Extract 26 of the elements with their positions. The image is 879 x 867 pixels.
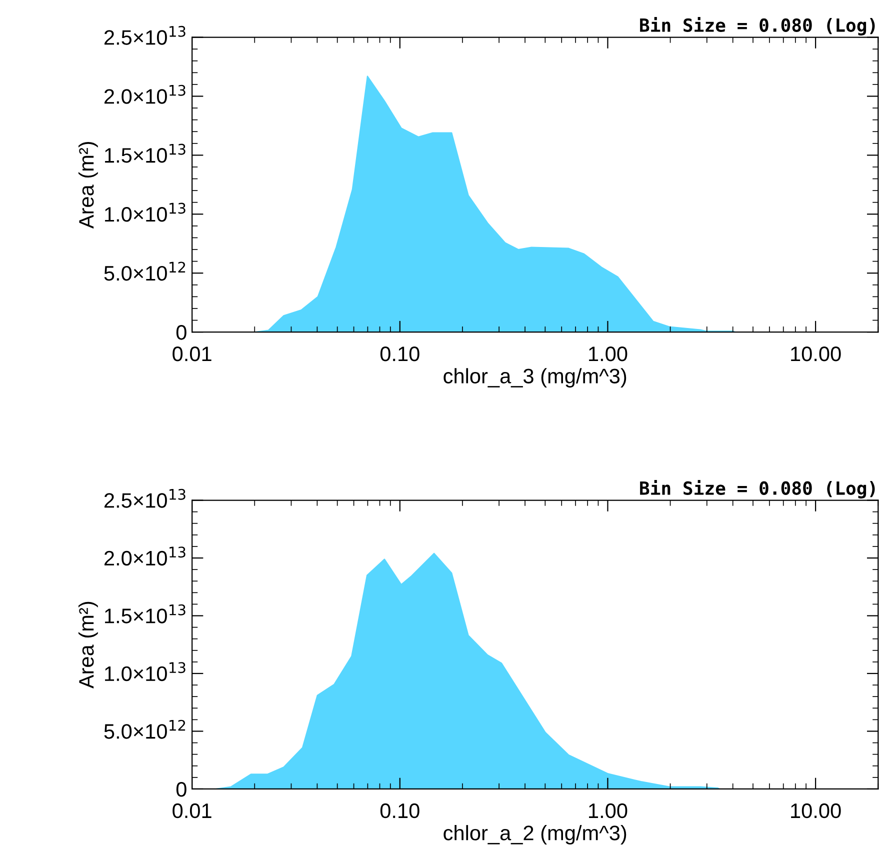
x-tick-label: 10.00	[791, 346, 841, 362]
x-tick-label: 0.01	[172, 803, 212, 818]
y-tick-label: 2.0×10$^{13}$	[104, 84, 186, 104]
chart-title: Bin Size = 0.080 (Log)	[640, 480, 875, 498]
chart-title: Bin Size = 0.080 (Log)	[640, 17, 875, 36]
y-axis-title: Area (m²)	[78, 142, 98, 229]
x-tick-label: 0.10	[380, 803, 420, 818]
y-tick-label: 1.0×10$^{13}$	[105, 202, 186, 222]
y-axis-title: Area (m²)	[78, 602, 98, 689]
x-axis-title: chlor_a_3 (mg/m^3)	[444, 368, 626, 388]
y-tick-label: 2.0×10$^{13}$	[104, 546, 186, 566]
y-tick-label: 2.5×10$^{13}$	[104, 26, 186, 45]
x-tick-label: 1.00	[589, 346, 628, 362]
y-tick-label: 5.0×10$^{12}$	[104, 262, 186, 281]
y-tick-label: 2.5×10$^{13}$	[104, 488, 186, 508]
x-axis-title: chlor_a_2 (mg/m^3)	[444, 825, 626, 844]
y-tick-label: 1.5×10$^{13}$	[105, 144, 186, 163]
y-tick-label: 0	[176, 782, 186, 797]
y-tick-label: 0	[176, 325, 186, 340]
x-tick-label: 0.01	[172, 346, 212, 362]
y-tick-label: 5.0×10$^{12}$	[104, 720, 186, 739]
x-tick-label: 10.00	[791, 803, 841, 818]
y-tick-label: 1.5×10$^{13}$	[105, 604, 186, 624]
y-tick-label: 1.0×10$^{13}$	[105, 662, 186, 682]
x-tick-label: 0.10	[380, 346, 420, 362]
x-tick-label: 1.00	[589, 803, 628, 818]
